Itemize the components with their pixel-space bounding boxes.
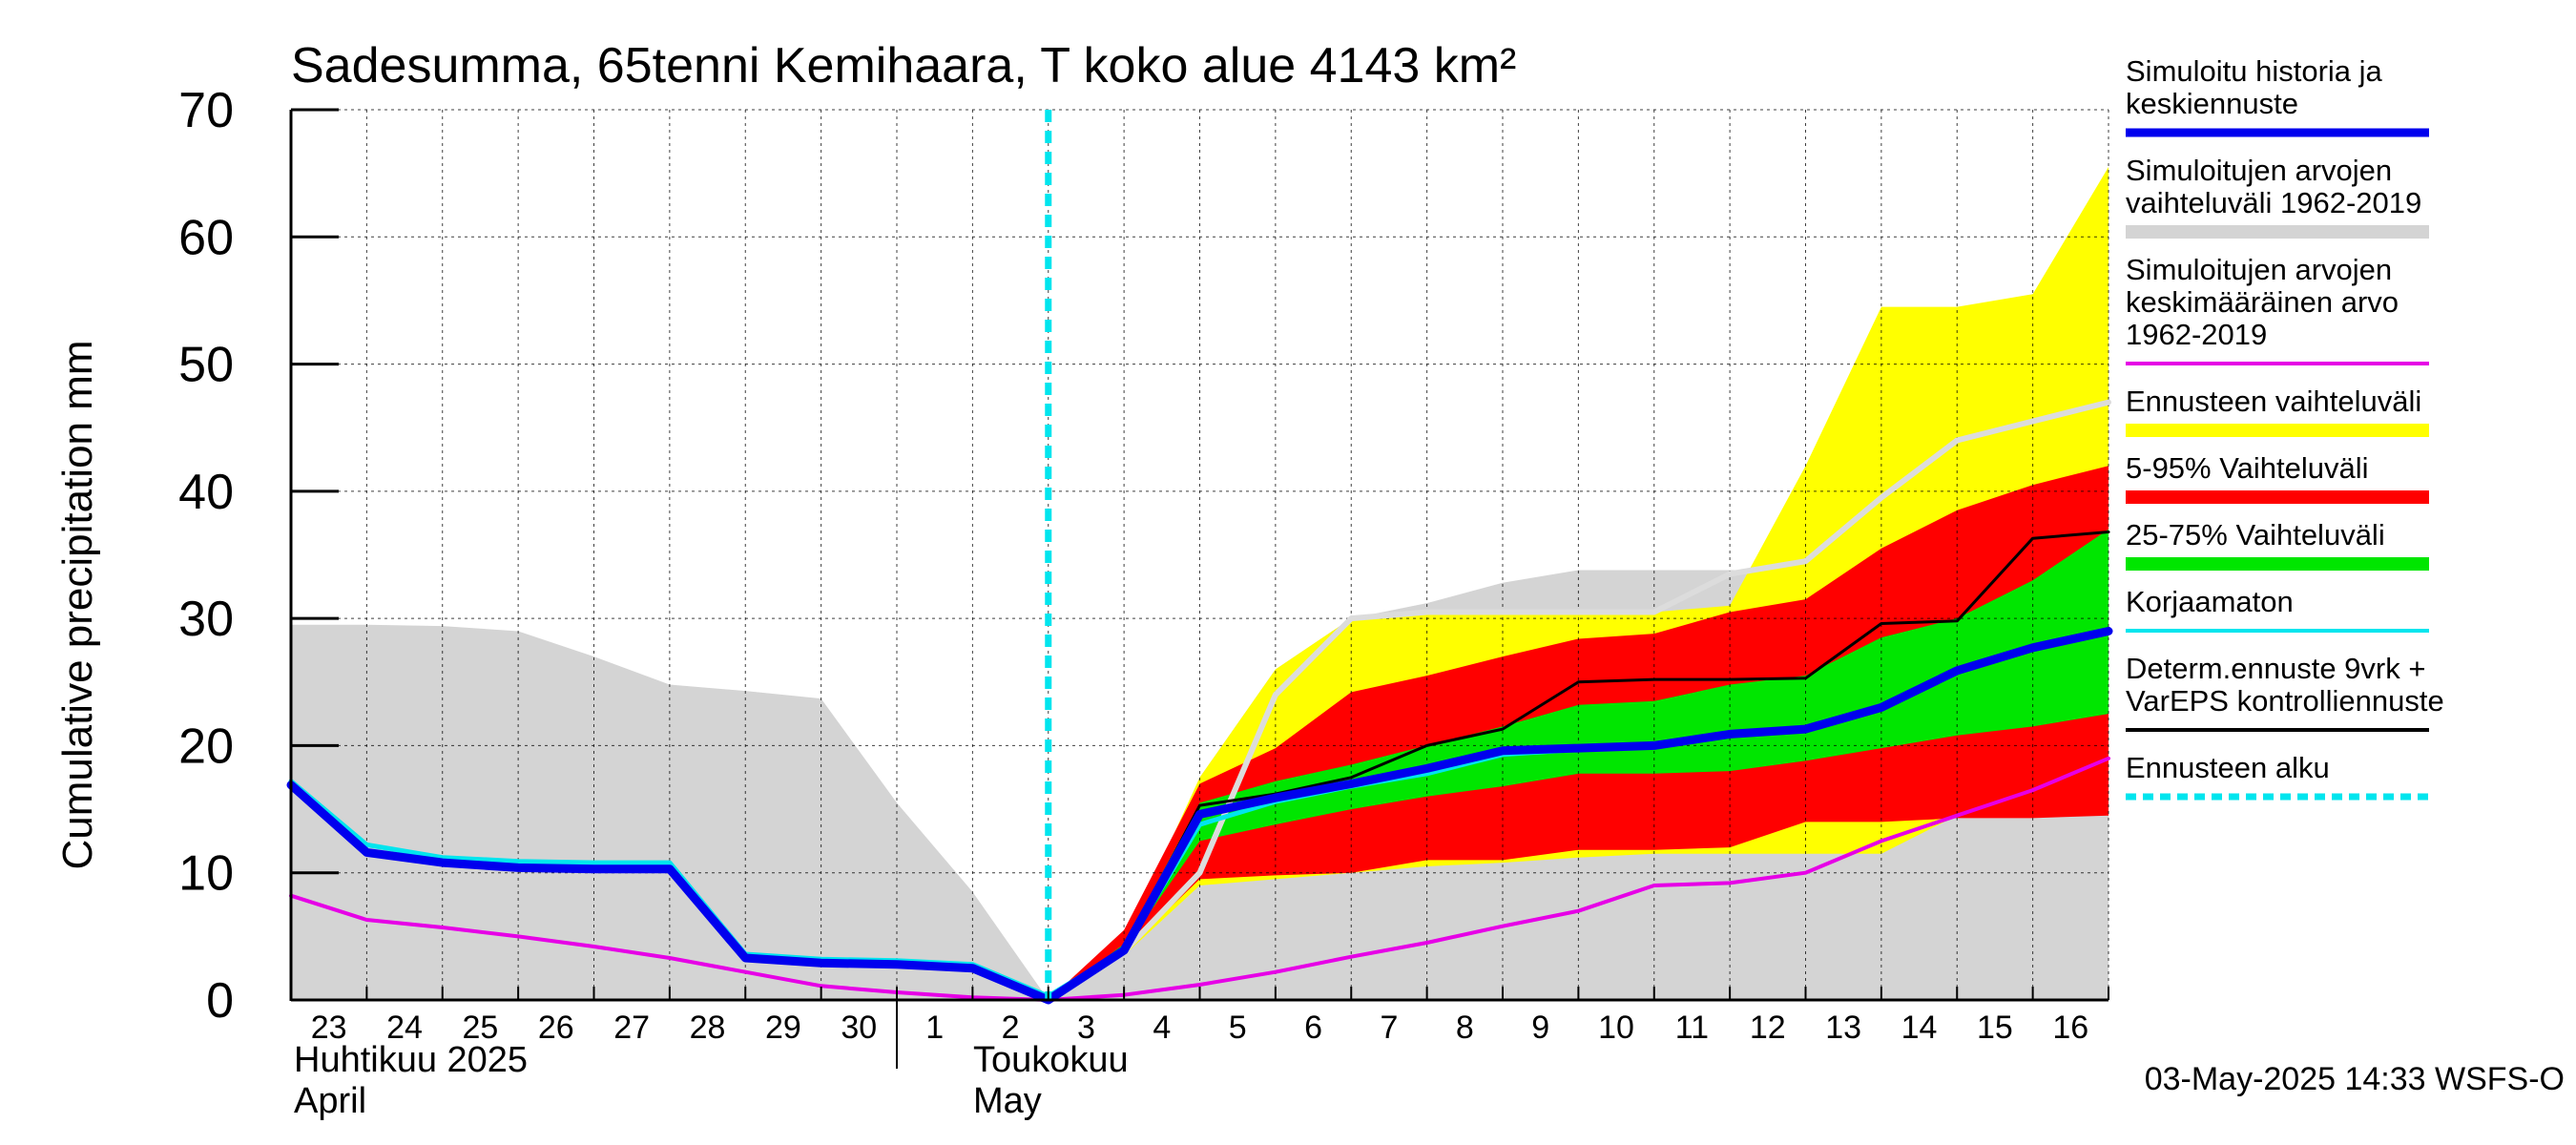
x-tick-label: 3 [1077,1010,1095,1046]
legend-label: 1962-2019 [2126,318,2267,351]
x-tick-label: 24 [386,1010,423,1046]
legend-label: Korjaamaton [2126,585,2294,618]
x-tick-label: 6 [1304,1010,1322,1046]
legend-label: Simuloitujen arvojen [2126,253,2392,286]
x-tick-label: 23 [311,1010,347,1046]
legend-label: Simuloitujen arvojen [2126,154,2392,187]
x-tick-label: 25 [463,1010,499,1046]
y-tick-label: 50 [178,338,234,393]
x-tick-label: 15 [1977,1010,2013,1046]
x-tick-label: 5 [1229,1010,1247,1046]
month-label-en: May [973,1081,1042,1121]
x-tick-label: 1 [925,1010,944,1046]
y-tick-label: 70 [178,83,234,138]
legend-label: 25-75% Vaihteluväli [2126,518,2385,552]
x-tick-label: 27 [613,1010,650,1046]
month-label-fi: Huhtikuu 2025 [294,1040,528,1080]
legend-label: keskimääräinen arvo [2126,285,2399,319]
legend-label: vaihteluväli 1962-2019 [2126,186,2421,219]
x-tick-label: 10 [1598,1010,1634,1046]
simulated-mean-line [286,627,2113,1005]
mean-1962-2019-line [289,756,2110,1002]
x-tick-label: 2 [1002,1010,1020,1046]
x-tick-label: 8 [1456,1010,1474,1046]
legend-label: 5-95% Vaihteluväli [2126,451,2368,485]
scenario-mean-line [1045,399,2111,1003]
x-tick-label: 26 [538,1010,574,1046]
x-tick-label: 4 [1153,1010,1171,1046]
y-tick-label: 0 [206,973,234,1029]
legend-label: Simuloitu historia ja [2126,54,2383,88]
x-tick-label: 16 [2052,1010,2088,1046]
y-tick-label: 20 [178,718,234,774]
x-tick-label: 7 [1380,1010,1398,1046]
y-axis-label: Cumulative precipitation mm [54,340,101,869]
legend-label: VarEPS kontrolliennuste [2126,684,2444,718]
x-tick-label: 9 [1531,1010,1549,1046]
legend-label: Ennusteen vaihteluväli [2126,385,2421,418]
legend-label: keskiennuste [2126,87,2298,120]
deterministic-forecast-line [1047,531,2110,1002]
x-tick-label: 29 [765,1010,801,1046]
x-tick-label: 28 [690,1010,726,1046]
y-tick-label: 10 [178,846,234,902]
legend-label: Determ.ennuste 9vrk + [2126,652,2425,685]
month-label-fi: Toukokuu [973,1040,1129,1080]
y-tick-label: 40 [178,465,234,520]
x-tick-label: 12 [1750,1010,1786,1046]
x-tick-label: 11 [1675,1010,1709,1046]
legend-label: Ennusteen alku [2126,751,2330,784]
chart-title: Sadesumma, 65tenni Kemihaara, T koko alu… [291,38,1516,94]
y-tick-label: 30 [178,592,234,647]
y-tick-label: 60 [178,210,234,265]
x-tick-label: 14 [1901,1010,1938,1046]
footer-timestamp: 03-May-2025 14:33 WSFS-O [2145,1061,2565,1097]
x-tick-label: 13 [1825,1010,1861,1046]
month-label-en: April [294,1081,366,1121]
x-tick-label: 30 [841,1010,877,1046]
